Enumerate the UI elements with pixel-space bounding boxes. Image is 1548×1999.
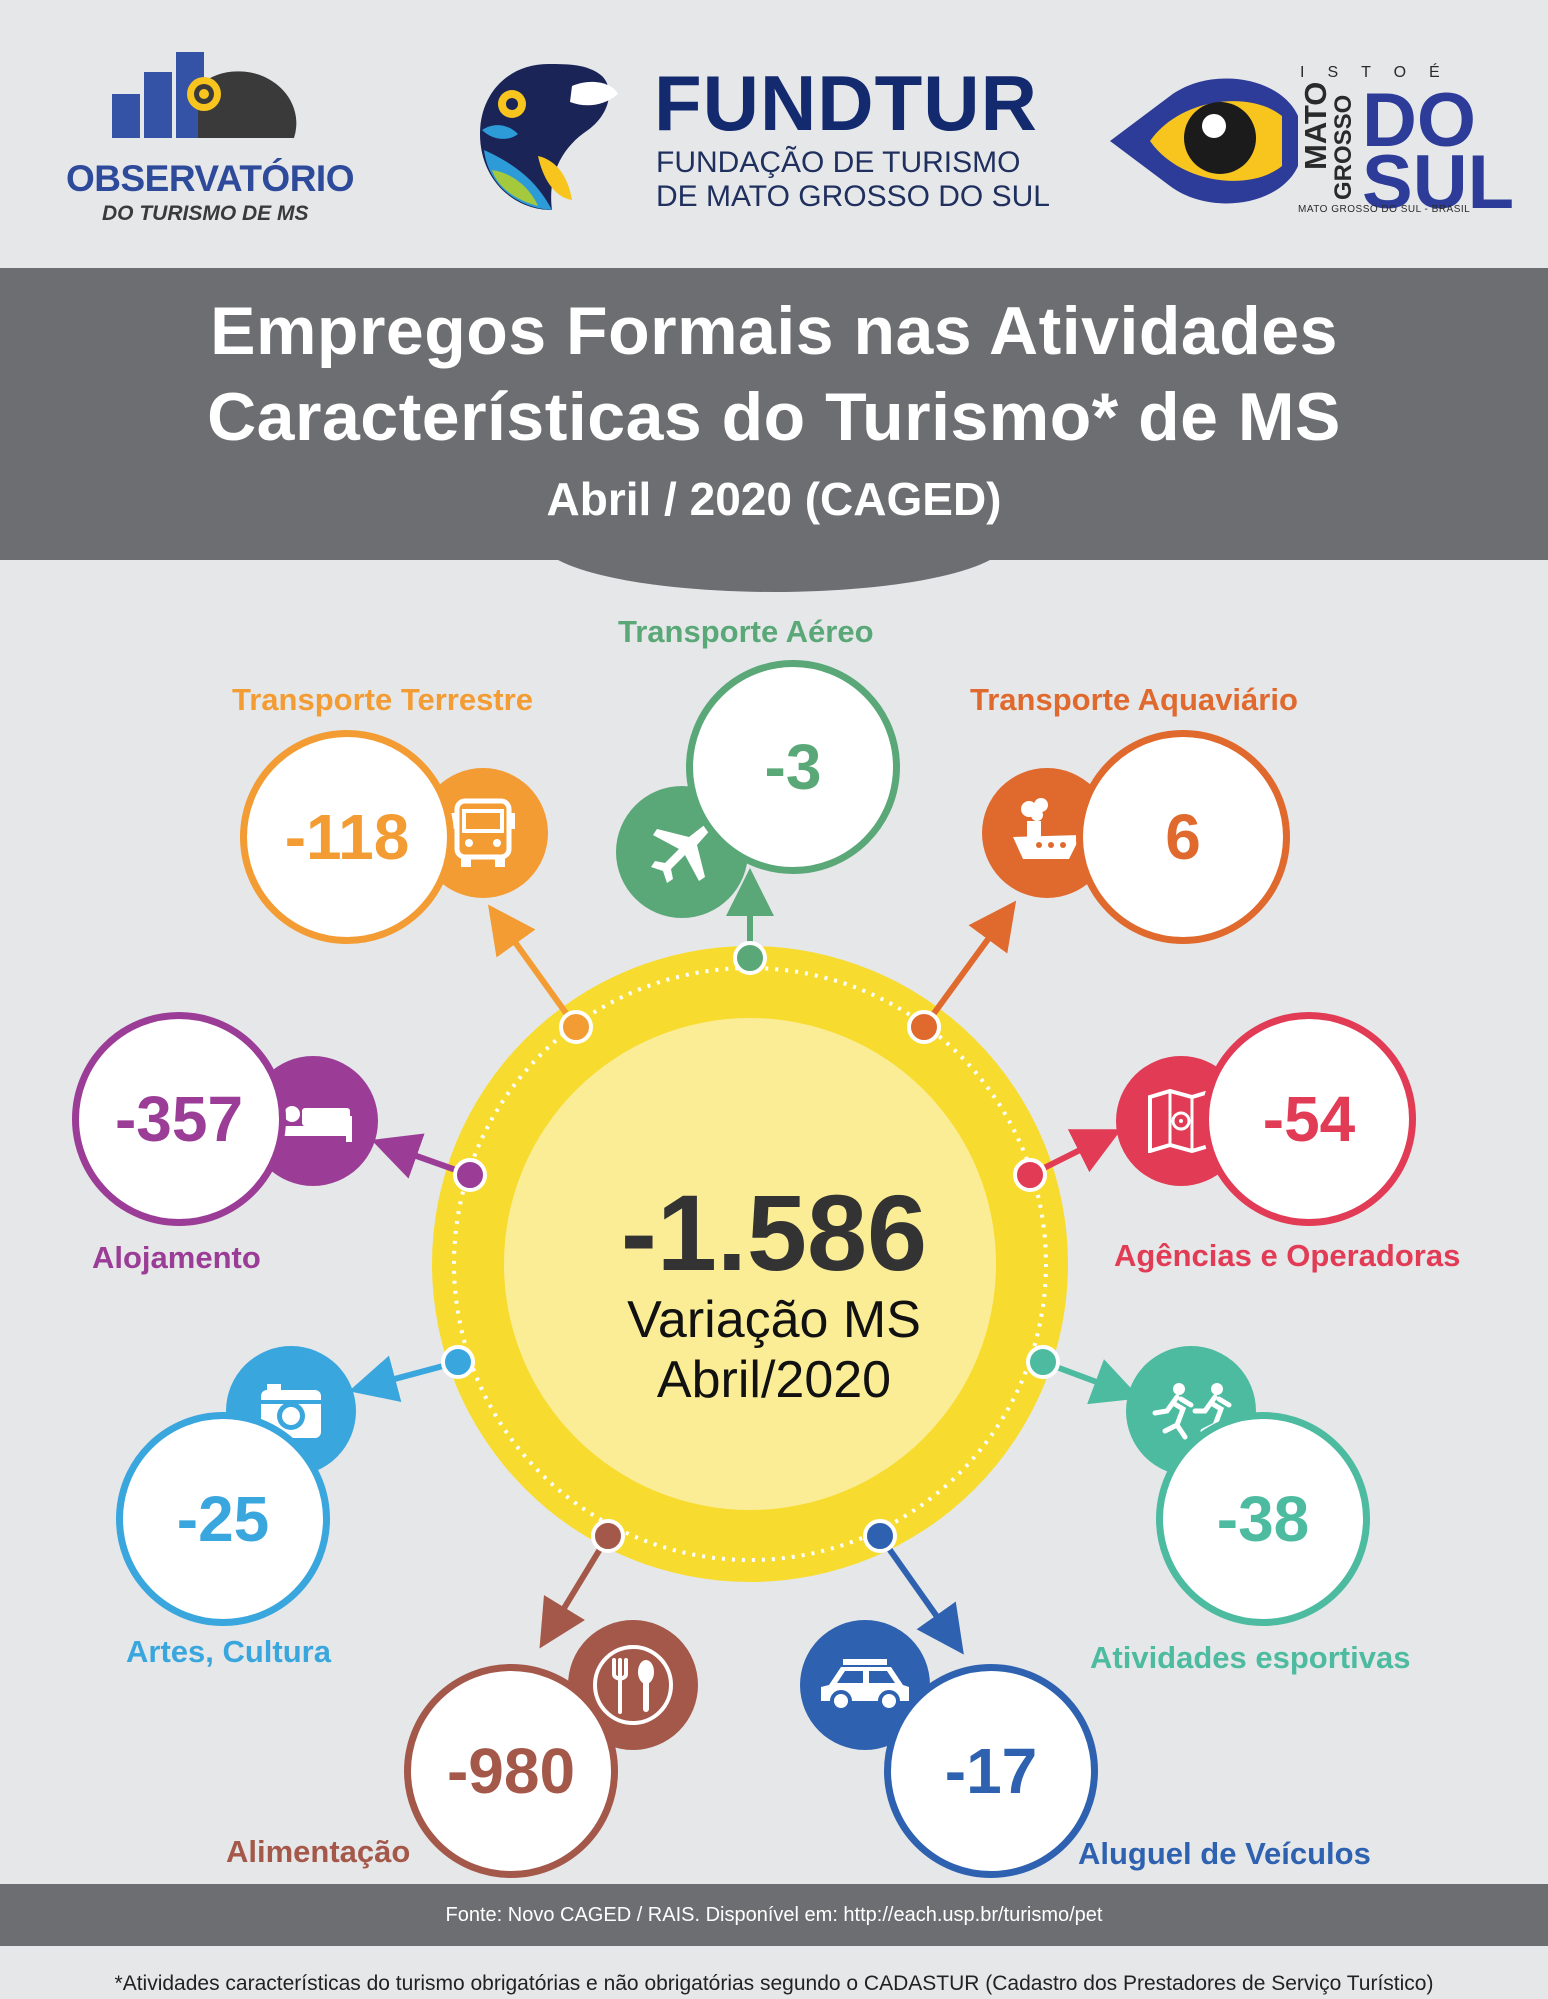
- car-icon: [821, 1659, 909, 1712]
- page-title-line-1: Empregos Formais nas Atividades: [210, 293, 1338, 369]
- category-value-alimentacao: -980: [404, 1664, 618, 1878]
- category-value-atividades-esportivas: -38: [1156, 1412, 1370, 1626]
- fundtur-subtitle-2: DE MATO GROSSO DO SUL: [656, 180, 1050, 213]
- category-label-artes-cultura: Artes, Cultura: [126, 1634, 331, 1669]
- category-label-agencias-operadoras: Agências e Operadoras: [1114, 1238, 1461, 1273]
- ms-eye-logo-icon: [1110, 78, 1298, 204]
- observatorio-title: OBSERVATÓRIO: [66, 158, 354, 199]
- footer-band: [0, 1884, 1548, 1946]
- category-value-transporte-aquaviario: 6: [1076, 730, 1290, 944]
- total-variation-caption-1: Variação MS: [627, 1291, 921, 1349]
- page-title-line-2: Características do Turismo* de MS: [207, 379, 1341, 455]
- ms-logo-footer: MATO GROSSO DO SUL - BRASIL: [1298, 204, 1471, 215]
- observatorio-logo-graphic: [112, 52, 297, 138]
- category-value-alojamento: -357: [72, 1012, 286, 1226]
- total-variation-value: -1.586: [620, 1172, 928, 1293]
- category-value-agencias-operadoras: -54: [1202, 1012, 1416, 1226]
- fork-spoon-icon: [593, 1645, 673, 1725]
- category-label-atividades-esportivas: Atividades esportivas: [1090, 1640, 1411, 1675]
- category-label-alimentacao: Alimentação: [226, 1834, 411, 1869]
- map-icon: [1148, 1089, 1214, 1153]
- observatorio-subtitle: DO TURISMO DE MS: [102, 202, 309, 225]
- footnote: *Atividades características do turismo o…: [114, 1972, 1434, 1995]
- category-value-transporte-terrestre: -118: [240, 730, 454, 944]
- category-label-transporte-aquaviario: Transporte Aquaviário: [970, 682, 1298, 717]
- source-note: Fonte: Novo CAGED / RAIS. Disponível em:…: [445, 1904, 1103, 1926]
- page-subtitle: Abril / 2020 (CAGED): [546, 473, 1002, 525]
- title-banner: [0, 268, 1548, 560]
- fundtur-title: FUNDTUR: [654, 59, 1038, 147]
- category-value-transporte-aereo: -3: [686, 660, 900, 874]
- ms-logo-isto: ISTOÉ: [1300, 64, 1463, 81]
- ms-logo-do: DO: [1362, 78, 1476, 163]
- category-label-aluguel-veiculos: Aluguel de Veículos: [1078, 1836, 1371, 1871]
- category-label-transporte-terrestre: Transporte Terrestre: [232, 682, 533, 717]
- airplane-icon: [651, 820, 714, 883]
- runners-icon: [1152, 1383, 1232, 1440]
- category-value-aluguel-veiculos: -17: [884, 1664, 1098, 1878]
- logo-bar: OBSERVATÓRIO DO TURISMO DE MS FUNDTUR FU…: [0, 0, 1548, 268]
- ms-logo-sul: SUL: [1362, 140, 1514, 225]
- category-label-transporte-aereo: Transporte Aéreo: [618, 614, 874, 649]
- toucan-logo-icon: [480, 64, 618, 210]
- category-label-alojamento: Alojamento: [92, 1240, 261, 1275]
- total-variation-caption-2: Abril/2020: [656, 1351, 892, 1409]
- ship-icon: [1013, 798, 1081, 859]
- fundtur-subtitle-1: FUNDAÇÃO DE TURISMO: [656, 146, 1021, 179]
- bus-icon: [451, 798, 515, 867]
- category-value-artes-cultura: -25: [116, 1412, 330, 1626]
